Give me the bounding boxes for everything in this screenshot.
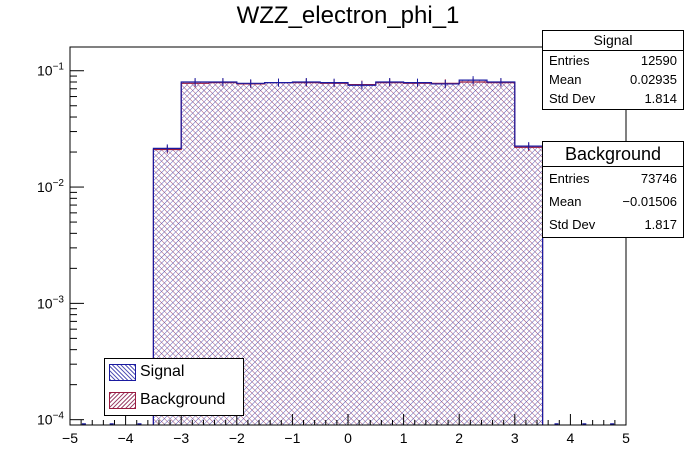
signal-bar xyxy=(403,82,432,425)
background-entries-row: Entries 73746 xyxy=(543,167,683,190)
x-tick-label: 3 xyxy=(511,430,519,446)
signal-outline xyxy=(152,79,544,425)
legend: Signal Background xyxy=(104,358,244,416)
legend-label-background: Background xyxy=(140,391,226,408)
background-entries-label: Entries xyxy=(549,171,590,186)
x-axis: −5 −4 −3 −2 −1 0 1 2 3 4 5 xyxy=(62,414,630,446)
background-mean-label: Mean xyxy=(549,194,582,209)
background-swatch xyxy=(109,392,136,409)
signal-bar xyxy=(292,82,321,425)
background-std-label: Std Dev xyxy=(549,217,596,232)
x-tick-label: 5 xyxy=(622,430,630,446)
background-stats-box: Background Entries 73746 Mean −0.01506 S… xyxy=(542,141,684,238)
histogram-outlines xyxy=(81,76,615,425)
signal-stats-title: Signal xyxy=(543,31,683,51)
x-tick-label: 2 xyxy=(455,430,463,446)
signal-mean-value: 0.02935 xyxy=(630,72,677,87)
legend-label-signal: Signal xyxy=(140,363,185,380)
legend-item-signal: Signal xyxy=(105,359,243,387)
legend-item-background: Background xyxy=(105,387,243,415)
y-axis: 10−1 10−2 10−3 10−4 xyxy=(37,62,84,428)
signal-mean-label: Mean xyxy=(549,72,582,87)
x-tick-label: 1 xyxy=(400,430,408,446)
x-tick-label: −1 xyxy=(284,430,300,446)
signal-bar xyxy=(514,146,543,425)
background-entries-value: 73746 xyxy=(640,171,677,186)
signal-bar xyxy=(264,82,293,425)
signal-bar xyxy=(375,82,404,425)
signal-entries-value: 12590 xyxy=(640,53,677,68)
x-tick-label: −2 xyxy=(229,430,245,446)
signal-bar xyxy=(487,82,515,425)
y-tick-label: 10−2 xyxy=(37,178,64,195)
signal-std-value: 1.814 xyxy=(644,91,677,106)
y-tick-label: 10−1 xyxy=(37,62,64,79)
signal-stats-box: Signal Entries 12590 Mean 0.02935 Std De… xyxy=(542,30,684,110)
signal-entries-label: Entries xyxy=(549,53,590,68)
background-mean-value: −0.01506 xyxy=(622,194,677,209)
signal-mean-row: Mean 0.02935 xyxy=(543,70,683,89)
x-tick-label: −4 xyxy=(118,430,134,446)
x-tick-label: −3 xyxy=(173,430,189,446)
signal-bar xyxy=(348,85,376,426)
x-tick-label: 4 xyxy=(567,430,575,446)
y-tick-label: 10−4 xyxy=(37,411,64,428)
signal-bar xyxy=(320,82,348,425)
background-mean-row: Mean −0.01506 xyxy=(543,190,683,213)
x-tick-label: −5 xyxy=(62,430,78,446)
signal-std-label: Std Dev xyxy=(549,91,596,106)
x-tick-label: 0 xyxy=(344,430,352,446)
background-std-row: Std Dev 1.817 xyxy=(543,213,683,236)
signal-entries-row: Entries 12590 xyxy=(543,51,683,70)
chart-title: WZZ_electron_phi_1 xyxy=(236,2,460,29)
signal-bar xyxy=(431,83,460,425)
y-tick-label: 10−3 xyxy=(37,294,64,311)
signal-bar xyxy=(459,80,487,426)
signal-swatch xyxy=(109,364,136,381)
background-std-value: 1.817 xyxy=(644,217,677,232)
background-stats-title: Background xyxy=(543,142,683,167)
signal-std-row: Std Dev 1.814 xyxy=(543,89,683,108)
